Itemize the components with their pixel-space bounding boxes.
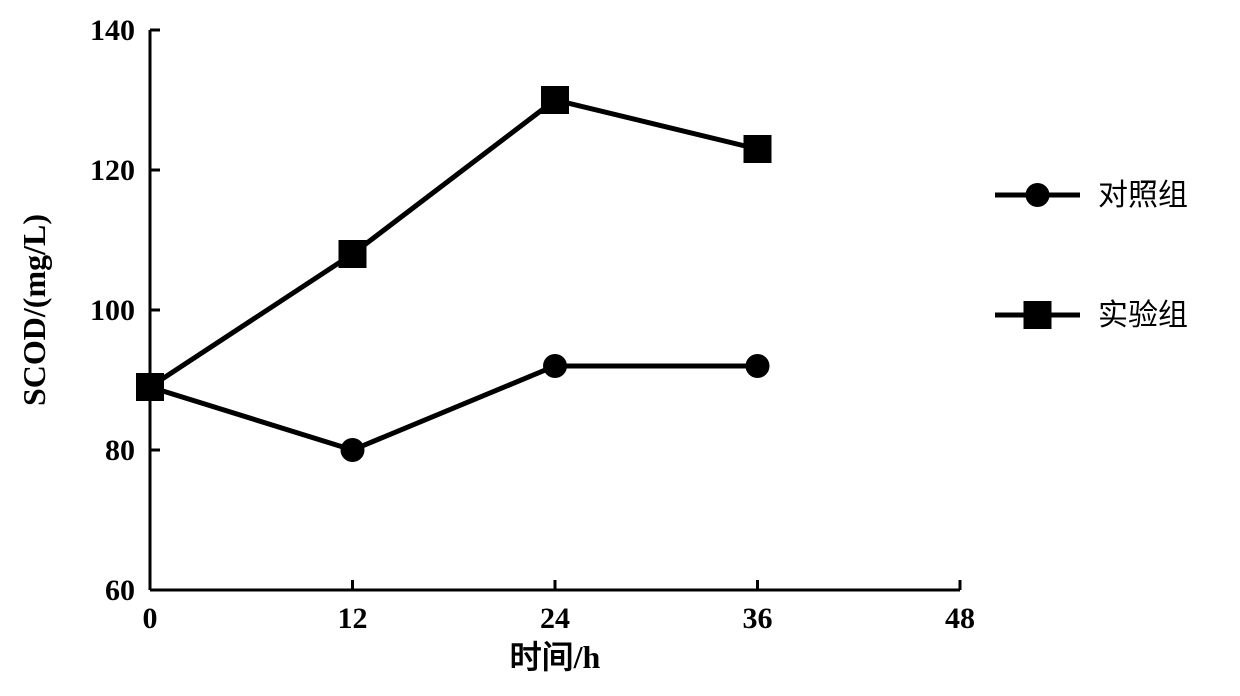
- x-tick-label: 24: [540, 602, 570, 635]
- legend-marker-square: [1024, 301, 1052, 329]
- series-marker-square: [339, 240, 367, 268]
- series-marker-circle: [746, 354, 770, 378]
- y-axis-title: SCOD/(mg/L): [16, 214, 52, 406]
- x-axis-title: 时间/h: [510, 639, 601, 675]
- legend-marker-circle: [1026, 183, 1050, 207]
- y-tick-label: 80: [105, 434, 135, 467]
- chart-container: 0 12 24 36 48 60 80 100 120 140 时间/h SCOD/(mg/L) 对照组…: [0, 0, 1240, 696]
- legend-label-0: 对照组: [1098, 179, 1188, 212]
- series-marker-square: [744, 135, 772, 163]
- series-marker-circle: [543, 354, 567, 378]
- series-line-1: [150, 100, 758, 387]
- series-marker-circle: [341, 438, 365, 462]
- x-tick-label: 0: [143, 602, 158, 635]
- x-tick-label: 36: [743, 602, 773, 635]
- line-chart: 0 12 24 36 48 60 80 100 120 140 时间/h SCOD/(mg/L) 对照组…: [0, 0, 1240, 696]
- series-line-0: [150, 366, 758, 450]
- series-marker-square: [136, 373, 164, 401]
- x-tick-label: 48: [945, 602, 975, 635]
- y-tick-label: 60: [105, 574, 135, 607]
- y-tick-label: 120: [90, 154, 135, 187]
- y-tick-label: 140: [90, 14, 135, 47]
- legend-label-1: 实验组: [1098, 299, 1188, 332]
- y-tick-label: 100: [90, 294, 135, 327]
- series-marker-square: [541, 86, 569, 114]
- x-tick-label: 12: [338, 602, 368, 635]
